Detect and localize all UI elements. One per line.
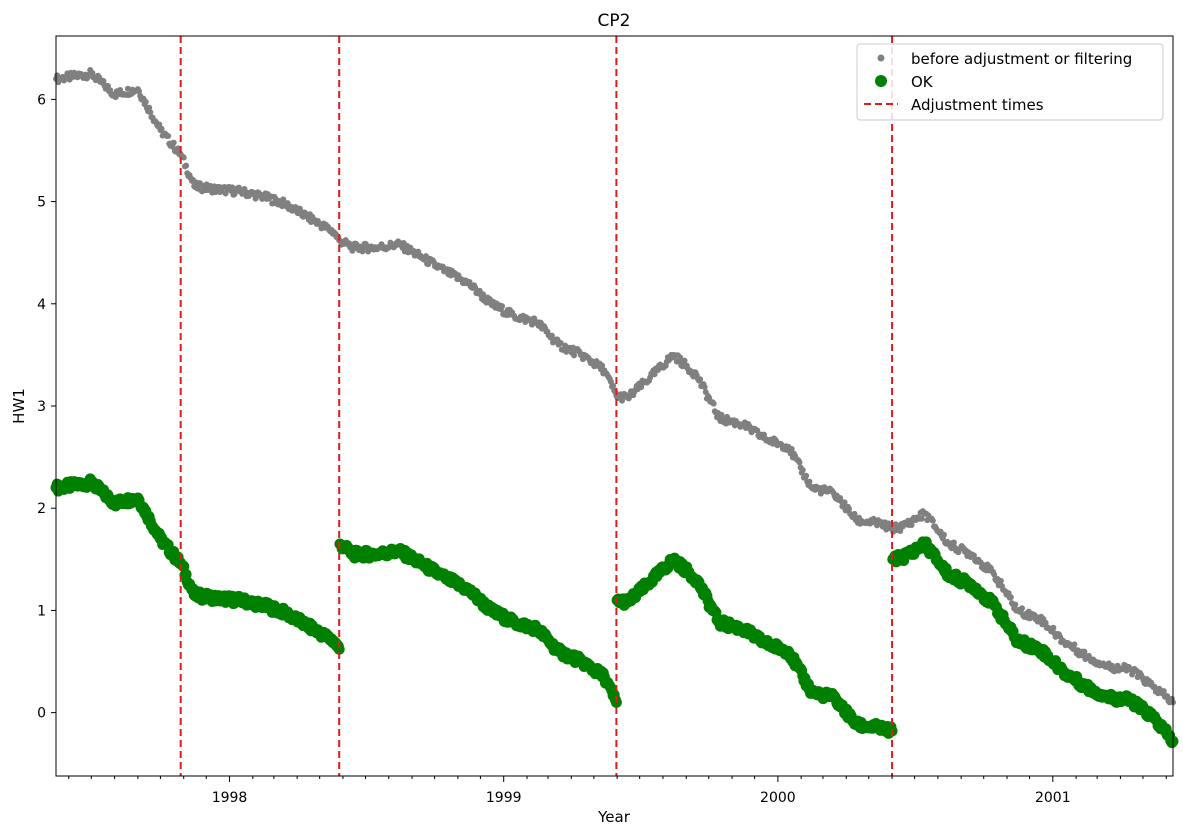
data-point <box>252 195 259 202</box>
x-tick-label: 2001 <box>1035 790 1071 806</box>
data-point <box>929 517 936 524</box>
data-point <box>472 284 479 291</box>
x-tick-label: 1999 <box>486 790 522 806</box>
data-point <box>333 643 345 655</box>
data-point <box>1151 683 1158 690</box>
data-point <box>851 510 858 517</box>
x-axis: 1998 1999 2000 2001 <box>68 776 1167 806</box>
data-point <box>599 362 606 369</box>
data-point <box>180 154 187 161</box>
data-point <box>970 552 977 559</box>
data-point <box>799 466 806 473</box>
data-point <box>146 104 153 111</box>
data-point <box>359 248 366 255</box>
data-point <box>1081 648 1088 655</box>
data-point <box>638 384 645 391</box>
series-ok-points <box>50 473 1179 749</box>
data-point <box>571 352 578 359</box>
adjustment-lines <box>179 36 894 776</box>
data-point <box>183 162 190 169</box>
data-point <box>175 145 182 152</box>
data-point <box>806 478 813 485</box>
data-point <box>940 531 947 538</box>
data-point <box>796 459 803 466</box>
y-tick-label: 4 <box>37 297 46 313</box>
plot-frame <box>55 35 1174 777</box>
data-point <box>124 85 131 92</box>
data-point <box>841 499 848 506</box>
data-point <box>610 382 617 389</box>
data-point <box>718 411 725 418</box>
y-tick-label: 5 <box>37 195 46 211</box>
data-point <box>499 303 506 310</box>
x-tick-label: 2000 <box>760 790 796 806</box>
legend-marker-ok <box>875 75 887 87</box>
data-point <box>89 69 96 76</box>
data-point <box>701 384 708 391</box>
y-tick-label: 1 <box>37 603 46 619</box>
data-point <box>147 109 154 116</box>
data-point <box>677 354 684 361</box>
data-point <box>1019 605 1026 612</box>
data-point <box>997 577 1004 584</box>
data-point <box>296 205 303 212</box>
data-point <box>908 522 915 529</box>
data-point <box>1012 601 1019 608</box>
y-tick-label: 6 <box>37 92 46 108</box>
y-axis: 0 1 2 3 4 5 6 <box>37 92 56 722</box>
data-point <box>136 88 143 95</box>
y-tick-label: 3 <box>37 399 46 415</box>
data-point <box>803 472 810 479</box>
data-point <box>950 539 957 546</box>
data-point <box>1071 641 1078 648</box>
data-point <box>1042 619 1049 626</box>
data-point <box>170 139 177 146</box>
legend: before adjustment or filtering OK Adjust… <box>856 43 1164 121</box>
data-point <box>845 505 852 512</box>
chart-title: CP2 <box>598 11 631 31</box>
plot-area <box>50 36 1179 776</box>
data-point <box>710 400 717 407</box>
data-point <box>754 427 761 434</box>
y-tick-label: 0 <box>37 706 46 722</box>
data-point <box>1160 688 1167 695</box>
y-tick-label: 2 <box>37 501 46 517</box>
legend-label-ok: OK <box>911 73 934 91</box>
legend-marker-before <box>877 54 885 62</box>
data-point <box>557 340 564 347</box>
data-point <box>158 125 165 132</box>
legend-label-before: before adjustment or filtering <box>911 50 1132 68</box>
legend-label-adjust: Adjustment times <box>911 96 1044 114</box>
data-point <box>548 332 555 339</box>
data-point <box>165 132 172 139</box>
data-point <box>142 98 149 105</box>
data-point <box>1007 594 1014 601</box>
data-point <box>1050 624 1057 631</box>
x-tick-label: 1998 <box>212 790 248 806</box>
x-axis-label: Year <box>597 808 631 826</box>
data-point <box>222 190 229 197</box>
data-point <box>991 571 998 578</box>
data-point <box>697 376 704 383</box>
y-axis-label: HW1 <box>10 388 28 424</box>
legend-box <box>856 43 1164 121</box>
data-point <box>100 77 107 84</box>
data-point <box>788 446 795 453</box>
data-point <box>918 515 925 522</box>
data-point <box>681 357 688 364</box>
series-before-points <box>53 67 1176 706</box>
